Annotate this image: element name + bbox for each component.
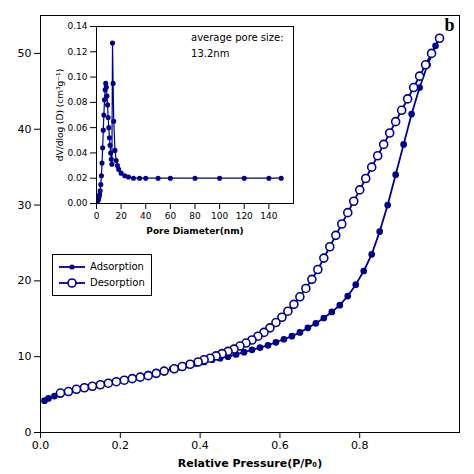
svg-text:0.2: 0.2 [112, 439, 130, 452]
svg-text:0.08: 0.08 [67, 97, 87, 107]
svg-text:20: 20 [18, 274, 32, 287]
svg-text:Relative Pressure(P/P₀): Relative Pressure(P/P₀) [178, 457, 322, 470]
svg-text:0: 0 [25, 426, 32, 439]
svg-text:0.04: 0.04 [67, 148, 87, 158]
svg-text:0.0: 0.0 [32, 439, 50, 452]
svg-text:0.06: 0.06 [67, 123, 87, 133]
svg-text:0.10: 0.10 [67, 72, 87, 82]
svg-text:0.8: 0.8 [351, 439, 369, 452]
svg-text:140: 140 [260, 211, 277, 221]
svg-text:30: 30 [18, 199, 32, 212]
html-text:Desorption: Desorption [90, 276, 145, 288]
svg-text:0.12: 0.12 [67, 47, 87, 57]
svg-text:100: 100 [211, 211, 228, 221]
svg-text:40: 40 [140, 211, 152, 221]
svg-text:50: 50 [18, 47, 32, 60]
svg-text:120: 120 [236, 211, 253, 221]
svg-text:40: 40 [18, 123, 32, 136]
svg-text:20: 20 [115, 211, 127, 221]
svg-text:0.6: 0.6 [271, 439, 289, 452]
svg-text:b: b [444, 15, 454, 35]
svg-text:0.02: 0.02 [67, 173, 87, 183]
svg-text:60: 60 [165, 211, 177, 221]
svg-text:0.14: 0.14 [67, 21, 87, 31]
svg-text:0.4: 0.4 [191, 439, 209, 452]
svg-text:0: 0 [94, 211, 100, 221]
html-text:Adsorption: Adsorption [90, 260, 144, 272]
svg-text:Pore Diameter(nm): Pore Diameter(nm) [146, 226, 243, 236]
svg-text:dV/dlog (D) (cm³g⁻¹): dV/dlog (D) (cm³g⁻¹) [55, 69, 65, 161]
svg-text:0.00: 0.00 [67, 198, 87, 208]
svg-text:80: 80 [189, 211, 201, 221]
svg-text:10: 10 [18, 350, 32, 363]
svg-text:average pore size:13.2nm: average pore size:13.2nm [191, 32, 284, 59]
